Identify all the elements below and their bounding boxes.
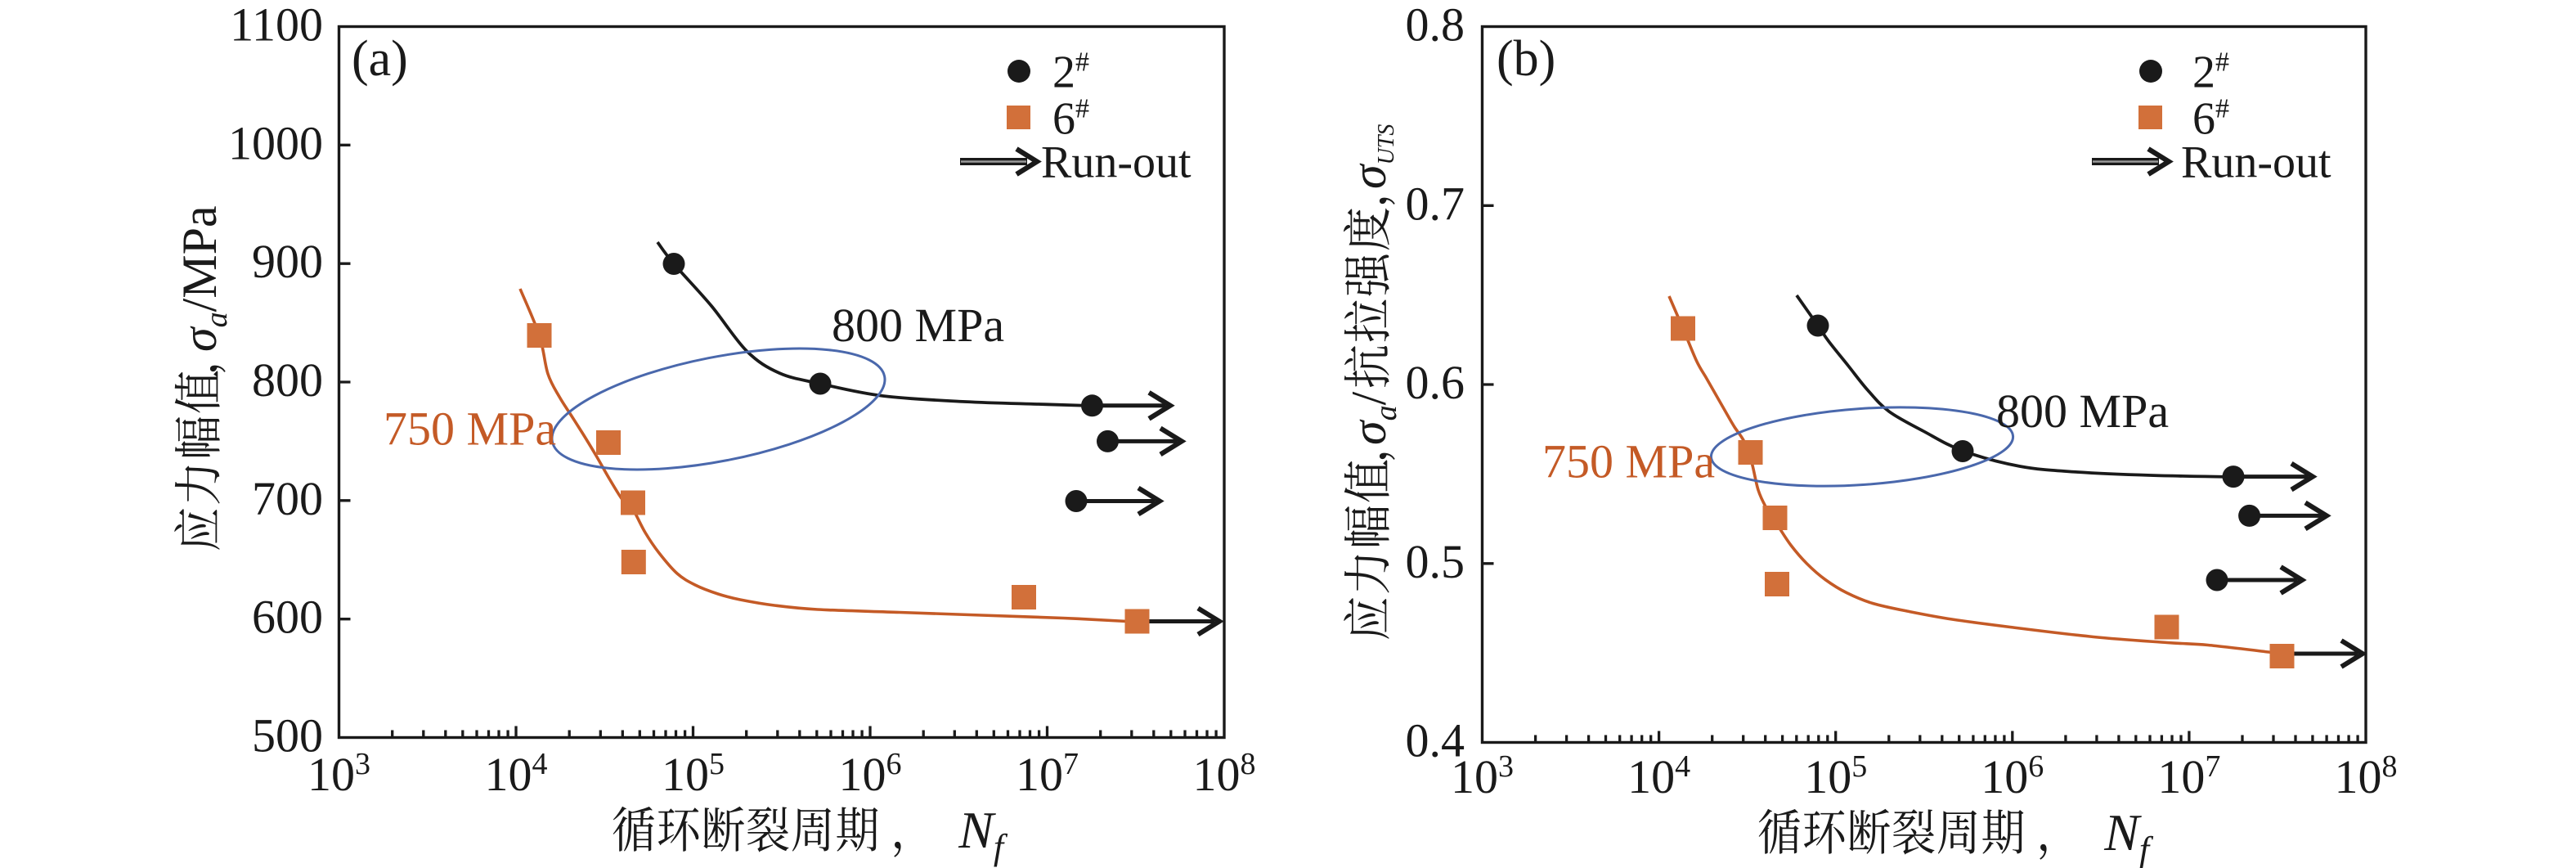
svg-text:1000: 1000 [228, 116, 323, 169]
svg-text:0.8: 0.8 [1406, 0, 1465, 52]
svg-text:750 MPa: 750 MPa [1542, 435, 1715, 488]
svg-text:6#: 6# [2192, 94, 2229, 145]
svg-text:0.4: 0.4 [1406, 714, 1465, 767]
svg-text:Run-out: Run-out [2181, 137, 2331, 188]
svg-text:108: 108 [2335, 749, 2398, 803]
svg-text:500: 500 [252, 709, 323, 762]
svg-text:2#: 2# [1052, 47, 1089, 98]
svg-text:0.7: 0.7 [1406, 177, 1465, 230]
svg-text:0.6: 0.6 [1406, 356, 1465, 409]
svg-text:0.5: 0.5 [1406, 535, 1465, 588]
svg-text:106: 106 [839, 747, 902, 801]
svg-text:Run-out: Run-out [1041, 137, 1192, 188]
svg-text:106: 106 [1981, 749, 2044, 803]
svg-text:800 MPa: 800 MPa [1996, 385, 2169, 438]
svg-text:900: 900 [252, 235, 323, 288]
svg-text:800: 800 [252, 353, 323, 407]
svg-text:1100: 1100 [230, 0, 323, 52]
svg-text:(a): (a) [352, 31, 408, 87]
svg-text:(b): (b) [1497, 31, 1555, 87]
svg-text:800 MPa: 800 MPa [832, 299, 1004, 352]
svg-text:600: 600 [252, 591, 323, 644]
svg-text:750 MPa: 750 MPa [384, 403, 556, 456]
svg-text:σa/MPa: σa/MPa [173, 205, 234, 352]
svg-text:700: 700 [252, 472, 323, 525]
svg-text:σa/: σa/ [1342, 391, 1403, 445]
